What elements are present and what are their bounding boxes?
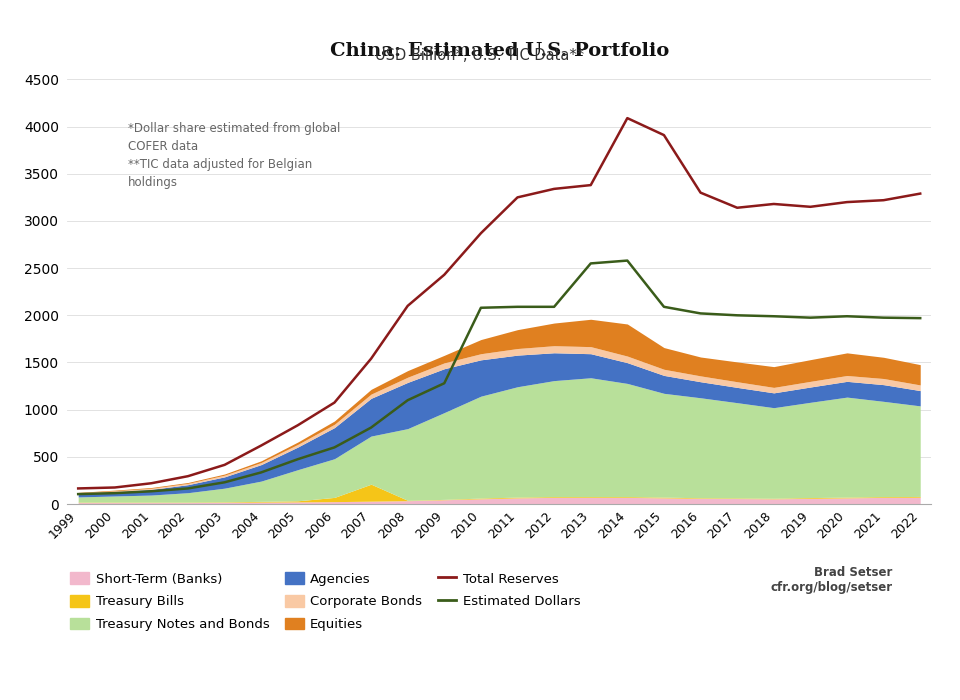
Text: USD Billion*, U.S. TIC Data**: USD Billion*, U.S. TIC Data** xyxy=(375,48,585,62)
Legend: Short-Term (Banks), Treasury Bills, Treasury Notes and Bonds, Agencies, Corporat: Short-Term (Banks), Treasury Bills, Trea… xyxy=(65,567,586,636)
Text: Brad Setser
cfr.org/blog/setser: Brad Setser cfr.org/blog/setser xyxy=(771,566,893,594)
Title: China: Estimated U.S. Portfolio: China: Estimated U.S. Portfolio xyxy=(329,42,669,60)
Text: *Dollar share estimated from global
COFER data
**TIC data adjusted for Belgian
h: *Dollar share estimated from global COFE… xyxy=(128,122,340,189)
